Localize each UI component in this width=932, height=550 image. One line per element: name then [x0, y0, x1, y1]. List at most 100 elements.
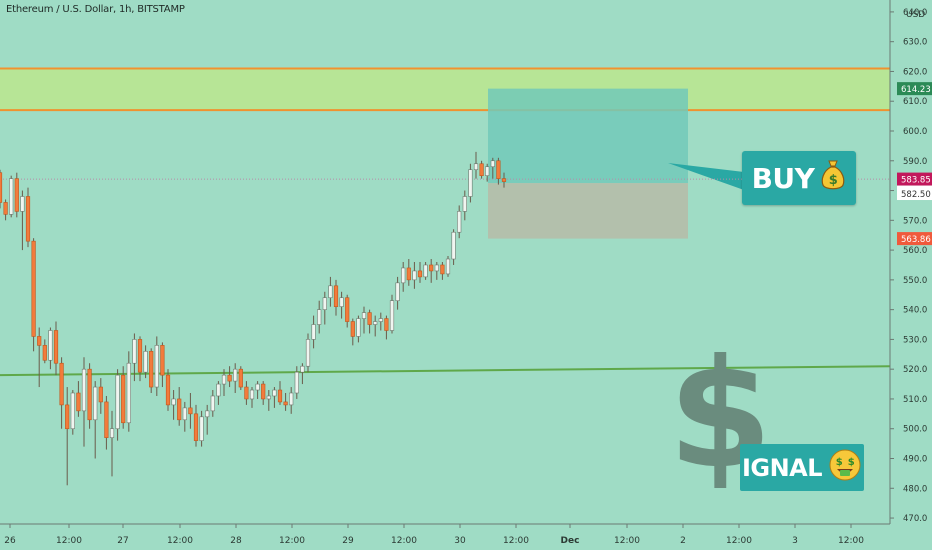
y-tick-label: 570.0: [903, 216, 927, 226]
candle-body: [143, 351, 148, 373]
dollar-sign-glyph: $: [668, 328, 773, 502]
candle-body: [266, 395, 271, 400]
candle-body: [70, 392, 75, 430]
candle-body: [468, 169, 473, 197]
y-tick-label: 590.0: [903, 157, 927, 167]
candle-body: [417, 270, 423, 278]
x-tick-label: 27: [117, 536, 128, 546]
candle-body: [479, 163, 484, 176]
candle-body: [154, 345, 159, 388]
candle-body: [300, 365, 305, 373]
candle-body: [373, 321, 378, 325]
candle-body: [177, 398, 182, 421]
candle-body: [115, 374, 120, 430]
candle-body: [93, 386, 98, 421]
candle-body: [261, 383, 266, 400]
candle-body: [132, 339, 137, 364]
candle-body: [423, 264, 428, 278]
candle-body: [87, 368, 92, 421]
svg-text:$: $: [836, 457, 843, 468]
y-tick-label: 550.0: [903, 276, 927, 286]
candle-body: [434, 264, 439, 272]
zone-top-price-tag-bg: [897, 82, 932, 96]
candle-body: [457, 211, 462, 233]
candle-body: [25, 196, 31, 242]
y-tick-label: 530.0: [903, 335, 927, 345]
x-tick-label: 29: [342, 536, 354, 546]
x-tick-label: 12:00: [726, 536, 752, 546]
x-tick-label: 12:00: [391, 536, 417, 546]
candle-body: [277, 389, 283, 403]
candle-body: [305, 339, 311, 367]
candle-body: [328, 285, 333, 299]
candle-body: [384, 318, 389, 331]
y-tick-label: 600.0: [903, 127, 927, 137]
candle-body: [496, 160, 501, 179]
x-tick-label: 28: [230, 536, 242, 546]
candle-body: [283, 401, 288, 406]
candle-body: [361, 312, 367, 319]
candle-body: [193, 413, 199, 441]
candle-body: [216, 383, 221, 397]
y-tick-label: 620.0: [903, 67, 927, 77]
candle-body: [53, 330, 59, 364]
candle-body: [378, 318, 383, 322]
candle-body: [104, 401, 109, 438]
candle-body: [0, 172, 3, 203]
candle-body: [311, 324, 316, 340]
candle-body: [451, 231, 456, 260]
buy-callout-pointer: [668, 163, 744, 190]
signal-label: IGNAL: [741, 453, 823, 482]
candle-body: [401, 267, 406, 284]
candle-body: [98, 386, 103, 403]
svg-text:$: $: [848, 457, 855, 468]
candle-body: [165, 374, 171, 406]
y-tick-label: 520.0: [903, 365, 927, 375]
buy-label: BUY: [751, 161, 815, 195]
x-tick-label: 2: [680, 536, 686, 546]
candle-body: [188, 407, 193, 415]
x-tick-label: 12:00: [56, 536, 82, 546]
candle-body: [210, 395, 215, 412]
candle-body: [42, 345, 47, 361]
candle-body: [412, 270, 417, 281]
y-tick-label: 540.0: [903, 306, 927, 316]
position-target-box: [488, 88, 688, 184]
x-tick-label: 3: [792, 536, 798, 546]
entry-price-tag: 582.50: [901, 190, 931, 200]
candle-body: [490, 160, 495, 168]
candle-body: [160, 345, 165, 376]
candle-body: [367, 312, 372, 325]
money-bag-icon: $: [820, 158, 846, 199]
candle-body: [20, 196, 25, 212]
candle-body: [227, 374, 232, 382]
candle-body: [149, 351, 154, 388]
candle-body: [395, 282, 400, 302]
candle-body: [48, 330, 53, 361]
y-tick-label: 610.0: [903, 97, 927, 107]
support-trendline: [0, 365, 891, 377]
position-stop-box: [488, 183, 688, 239]
money-mouth-face-icon: $ $: [828, 448, 862, 488]
svg-text:$: $: [829, 173, 838, 188]
y-axis-currency-label: USD: [906, 10, 925, 20]
candle-body: [339, 297, 344, 307]
candle-body: [322, 297, 327, 310]
candle-body: [440, 264, 445, 275]
x-tick-label: 12:00: [503, 536, 529, 546]
candle-body: [221, 374, 227, 385]
x-tick-label: 12:00: [279, 536, 305, 546]
candle-body: [289, 392, 294, 406]
candle-body: [59, 362, 64, 406]
signal-banner: IGNAL $ $: [740, 444, 864, 491]
buy-callout: BUY $: [742, 151, 856, 205]
y-tick-label: 630.0: [903, 38, 927, 48]
y-tick-label: 640.0: [903, 8, 927, 18]
x-tick-label: Dec: [561, 536, 580, 546]
candle-body: [294, 371, 299, 394]
candle-body: [81, 368, 87, 412]
candle-body: [406, 267, 411, 281]
chart-title: Ethereum / U.S. Dollar, 1h, BITSTAMP: [6, 4, 185, 15]
candle-body: [356, 318, 361, 337]
